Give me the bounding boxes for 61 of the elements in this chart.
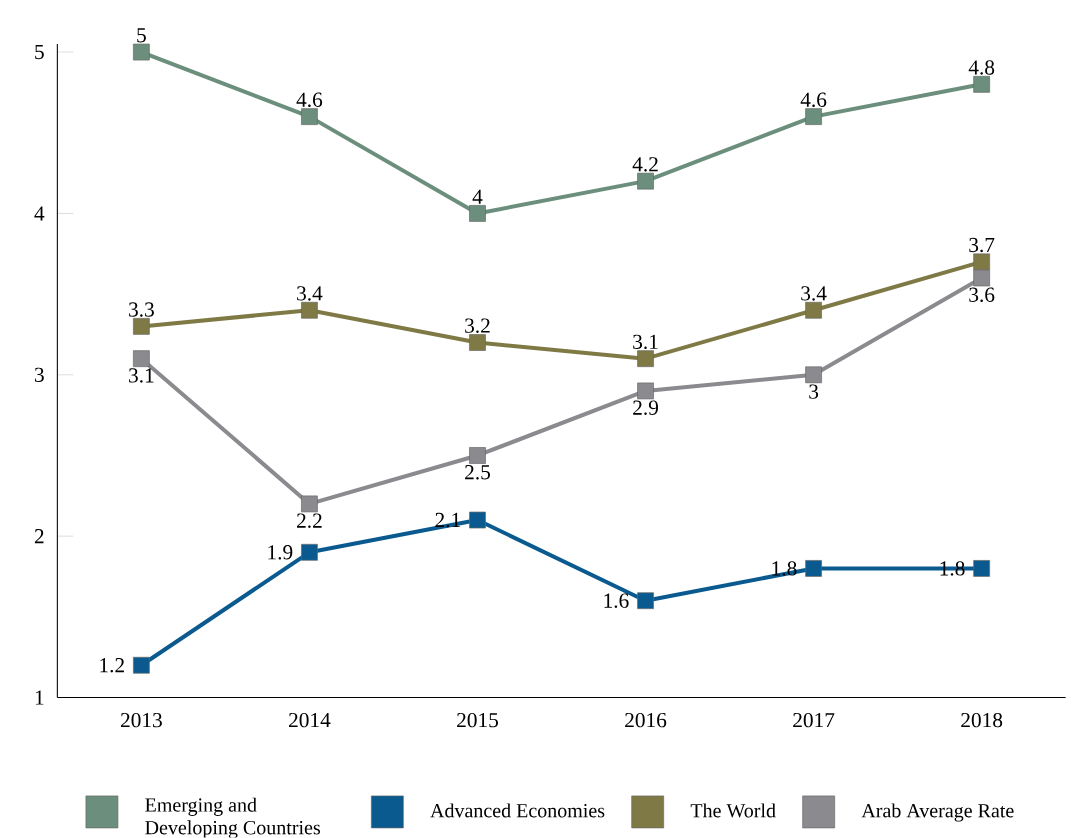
x-tick-label: 2015	[457, 713, 498, 728]
data-label: 2.2	[297, 513, 322, 529]
data-label: 1.6	[604, 593, 629, 609]
data-label: 3.1	[129, 368, 154, 383]
point	[469, 511, 486, 529]
point	[973, 253, 990, 271]
data-label: 3.4	[801, 286, 827, 301]
y-tick-label: 2	[34, 529, 44, 544]
data-label: 2.5	[465, 465, 490, 480]
legend-label: Advanced Economies	[430, 803, 605, 818]
point	[973, 560, 990, 577]
point	[133, 43, 150, 61]
data-label: 3.3	[129, 302, 154, 317]
x-tick-label: 2014	[289, 713, 331, 728]
point	[973, 269, 990, 287]
point	[805, 366, 822, 384]
point	[637, 592, 654, 610]
x-tick-label: 2018	[961, 713, 1003, 728]
point	[301, 302, 318, 319]
point	[637, 173, 654, 190]
data-label: 4.6	[296, 92, 323, 108]
point	[301, 544, 318, 561]
y-tick-label: 5	[35, 45, 44, 60]
data-label: 3.6	[969, 287, 995, 303]
point	[637, 382, 654, 400]
point	[469, 447, 486, 465]
point	[805, 302, 822, 319]
point	[133, 657, 150, 674]
data-label: 4.2	[632, 157, 658, 172]
data-label: 2.9	[633, 400, 658, 416]
data-label: 3.1	[633, 334, 658, 350]
point	[133, 318, 150, 335]
data-label: 3	[809, 384, 819, 399]
x-tick-label: 2013	[120, 713, 162, 728]
y-tick-label: 4	[34, 206, 45, 221]
data-label: 4.6	[800, 92, 827, 108]
y-tick-label: 3	[35, 367, 44, 383]
x-tick-label: 2016	[625, 713, 667, 728]
data-label: 3.7	[969, 238, 995, 253]
data-label: 1.8	[940, 561, 965, 576]
legend-label: Emerging and Developing Countries	[145, 797, 320, 838]
data-label: 5	[137, 28, 146, 43]
data-label: 1.9	[268, 545, 293, 560]
x-tick-label: 2017	[793, 713, 835, 728]
legend-label: The World	[690, 803, 776, 818]
point	[805, 560, 822, 577]
data-label: 3.2	[465, 318, 490, 334]
legend-label: Arab Average Rate	[861, 803, 1014, 822]
data-label: 4	[472, 190, 483, 205]
point	[469, 205, 486, 222]
point	[301, 108, 318, 126]
point	[301, 495, 318, 513]
point	[973, 76, 990, 93]
data-label: 1.2	[100, 658, 124, 673]
data-label: 3.4	[297, 286, 323, 301]
point	[133, 350, 150, 368]
point	[469, 334, 486, 352]
data-label: 4.8	[968, 60, 995, 75]
point	[805, 108, 822, 126]
y-tick-label: 1	[35, 690, 44, 705]
point	[637, 350, 654, 368]
